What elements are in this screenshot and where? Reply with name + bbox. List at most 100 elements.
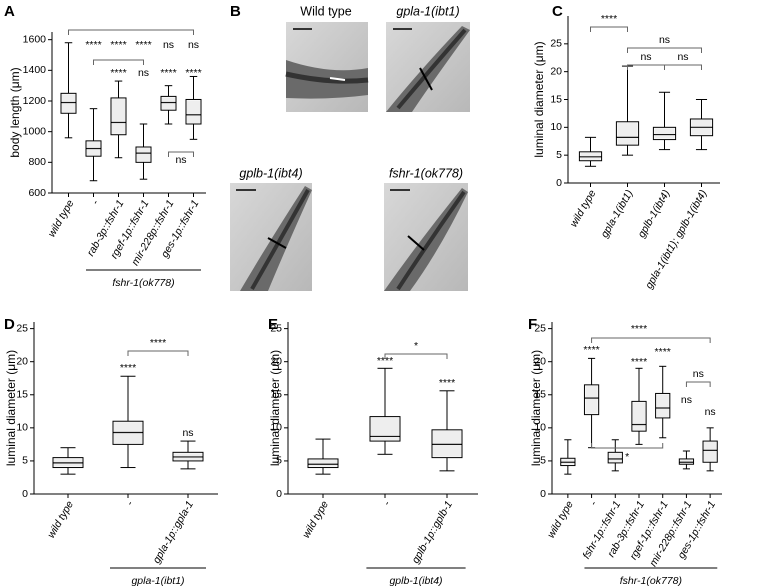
significance: **** (631, 356, 647, 368)
group-label: fshr-1(ok778) (112, 277, 174, 289)
y-tick-label: 10 (550, 121, 562, 133)
box-fill (371, 417, 399, 441)
significance: **** (160, 67, 176, 79)
y-tick-label: 5 (276, 455, 282, 467)
y-tick-label: 0 (22, 488, 28, 500)
significance: * (414, 340, 418, 352)
x-tick-label: wild type (300, 499, 331, 541)
box (702, 440, 718, 463)
bracket (627, 47, 702, 53)
significance: ns (677, 51, 688, 63)
x-tick-label: gplb-1(ibt4) (636, 188, 673, 240)
significance: ns (138, 67, 149, 79)
y-axis-label: luminal diameter (μm) (532, 41, 546, 157)
significance: **** (85, 39, 101, 51)
y-axis-label: luminal diameter (μm) (4, 350, 18, 466)
box-fill (112, 98, 125, 134)
y-tick-label: 10 (270, 422, 282, 434)
bracket (384, 353, 448, 359)
box-fill (580, 152, 601, 160)
y-tick-label: 15 (16, 389, 28, 401)
y-tick-label: 800 (28, 156, 46, 168)
y-tick-label: 15 (534, 389, 546, 401)
significance: **** (631, 323, 647, 335)
y-tick-label: 1200 (23, 95, 47, 107)
y-tick-label: 15 (270, 389, 282, 401)
box (160, 95, 177, 111)
significance: **** (439, 377, 455, 389)
y-tick-label: 10 (16, 422, 28, 434)
bracket (591, 443, 664, 449)
significance: ns (693, 368, 704, 380)
box-fill (680, 459, 693, 464)
x-tick-label: gpla-1p::gpla-1 (151, 499, 196, 566)
significance: **** (120, 362, 136, 374)
panel-letter: E (268, 316, 278, 333)
y-axis-label: luminal diameter (μm) (268, 350, 282, 466)
x-tick-label: - (89, 197, 101, 206)
micrograph (285, 22, 369, 112)
significance: ns (188, 39, 199, 51)
x-tick-label: wild type (568, 188, 599, 230)
significance: **** (110, 39, 126, 51)
box-fill (585, 385, 598, 414)
y-tick-label: 15 (550, 93, 562, 105)
panel-b: B Wild type gpla-1(ibt1) gplb-1(ibt4) fs… (230, 3, 470, 291)
y-tick-label: 25 (16, 322, 28, 334)
bracket (590, 26, 628, 32)
y-tick-label: 25 (534, 322, 546, 334)
y-tick-label: 1400 (23, 64, 47, 76)
box (431, 429, 463, 459)
y-tick-label: 0 (540, 488, 546, 500)
box-fill (114, 422, 142, 444)
x-tick-label: - (124, 498, 136, 507)
image-label: gpla-1(ibt1) (396, 4, 459, 18)
y-tick-label: 0 (556, 177, 562, 189)
significance: **** (655, 346, 671, 358)
box (110, 97, 127, 136)
image-label: gplb-1(ibt4) (239, 166, 302, 180)
x-tick-label: gplb-1p::gplb-1 (410, 499, 455, 566)
box-fill (187, 100, 200, 123)
group-label: gpla-1(ibt1) (131, 575, 184, 587)
x-tick-label: - (381, 498, 393, 507)
micrograph (230, 183, 312, 291)
image-label: fshr-1(ok778) (389, 166, 463, 180)
group-label: gplb-1(ibt4) (389, 575, 442, 587)
significance: **** (185, 67, 201, 79)
significance: **** (601, 13, 617, 25)
micrograph (386, 22, 470, 112)
box (631, 400, 647, 432)
box-fill (137, 148, 150, 162)
x-tick-label: wild type (46, 198, 77, 240)
panel-letter: F (528, 316, 537, 333)
significance: ns (640, 51, 651, 63)
group-label: fshr-1(ok778) (620, 575, 682, 587)
y-tick-label: 600 (28, 187, 46, 199)
y-tick-label: 25 (270, 322, 282, 334)
bracket (68, 29, 194, 35)
box-fill (704, 442, 717, 462)
box-fill (87, 141, 100, 156)
box-fill (309, 459, 337, 467)
box (60, 92, 77, 114)
box-fill (609, 453, 622, 462)
panel-letter: A (4, 3, 15, 20)
significance: ns (182, 427, 193, 439)
box (655, 392, 671, 419)
box (369, 416, 401, 442)
box-fill (561, 459, 574, 465)
panel-letter: B (230, 3, 241, 20)
micrograph (384, 183, 468, 291)
y-tick-label: 1000 (23, 125, 47, 137)
box-fill (656, 394, 669, 417)
box (135, 146, 152, 163)
box-fill (54, 458, 82, 467)
box (652, 126, 677, 141)
box (615, 121, 640, 146)
